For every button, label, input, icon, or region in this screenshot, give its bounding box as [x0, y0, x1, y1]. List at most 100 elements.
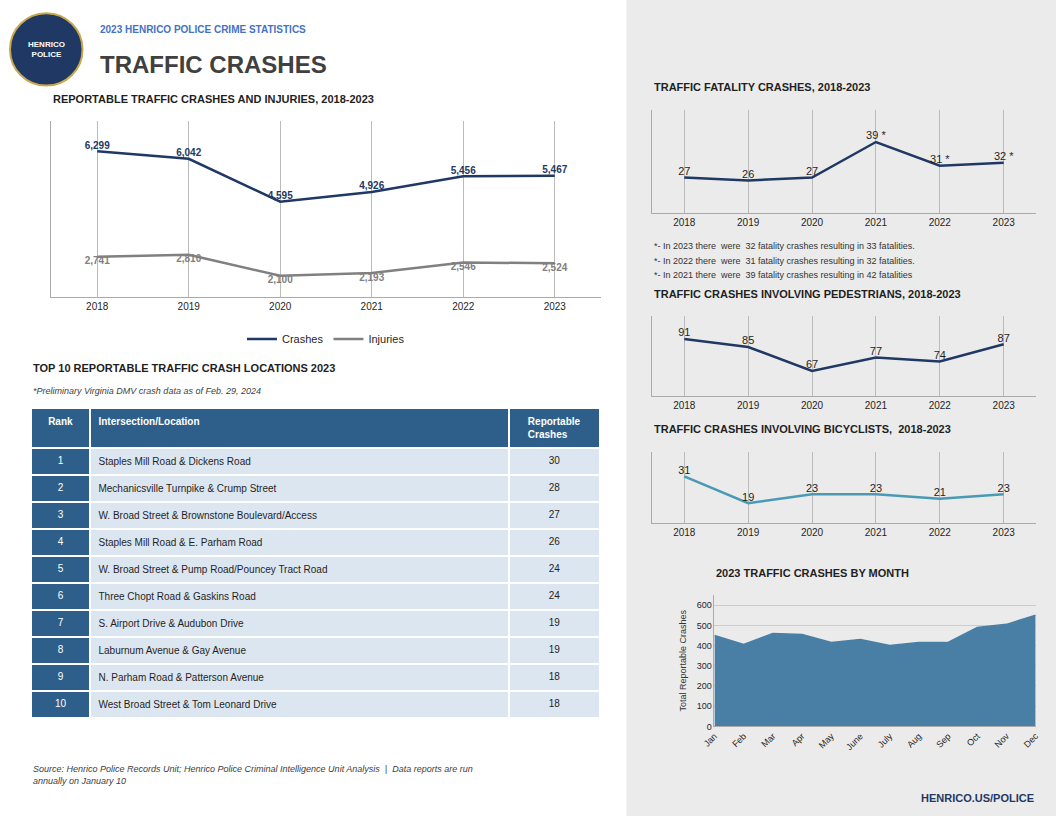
svg-text:2019: 2019 — [737, 217, 760, 228]
svg-text:*- In 2022 there were 31 fat: *- In 2022 there were 31 fatality crashe… — [654, 256, 915, 266]
svg-text:8: 8 — [58, 644, 64, 655]
svg-text:*Preliminary Virginia DMV cras: *Preliminary Virginia DMV crash data as … — [33, 386, 261, 396]
svg-text:2023: 2023 — [993, 217, 1016, 228]
svg-text:2022: 2022 — [452, 301, 475, 312]
svg-text:2020: 2020 — [801, 400, 824, 411]
svg-text:Feb: Feb — [730, 731, 748, 749]
svg-text:Staples Mill Road & Dickens Ro: Staples Mill Road & Dickens Road — [98, 456, 250, 467]
svg-text:2023 TRAFFIC CRASHES BY MONTH: 2023 TRAFFIC CRASHES BY MONTH — [716, 567, 909, 579]
svg-text:Mar: Mar — [759, 731, 777, 749]
svg-text:2019: 2019 — [737, 527, 760, 538]
svg-text:W. Broad Street & Brownstone B: W. Broad Street & Brownstone Boulevard/A… — [98, 510, 316, 521]
svg-text:2,524: 2,524 — [542, 262, 567, 273]
svg-text:2,193: 2,193 — [359, 272, 384, 283]
svg-text:S. Airport Drive & Audubon Dri: S. Airport Drive & Audubon Drive — [98, 618, 244, 629]
svg-text:TRAFFIC CRASHES: TRAFFIC CRASHES — [100, 51, 327, 78]
svg-text:26: 26 — [742, 168, 754, 180]
svg-text:67: 67 — [806, 358, 818, 370]
svg-text:10: 10 — [55, 698, 67, 709]
svg-text:2021: 2021 — [865, 217, 888, 228]
svg-text:TRAFFIC CRASHES INVOLVING BICY: TRAFFIC CRASHES INVOLVING BICYCLISTS, 20… — [654, 423, 951, 435]
svg-text:Total Reportable Crashes: Total Reportable Crashes — [678, 609, 688, 711]
svg-text:2022: 2022 — [929, 217, 952, 228]
svg-text:TOP 10 REPORTABLE TRAFFIC CRAS: TOP 10 REPORTABLE TRAFFIC CRASH LOCATION… — [33, 362, 335, 374]
svg-text:1: 1 — [58, 455, 64, 466]
svg-text:26: 26 — [549, 536, 561, 547]
svg-text:Source: Henrico Police Records: Source: Henrico Police Records Unit; Hen… — [33, 764, 473, 786]
svg-text:5,456: 5,456 — [451, 165, 476, 176]
svg-text:2023 HENRICO POLICE CRIME STAT: 2023 HENRICO POLICE CRIME STATISTICS — [100, 24, 306, 35]
svg-text:W. Broad Street & Pump Road/Po: W. Broad Street & Pump Road/Pouncey Trac… — [98, 564, 327, 575]
svg-text:9: 9 — [58, 671, 64, 682]
svg-text:2018: 2018 — [86, 301, 109, 312]
svg-text:32 *: 32 * — [994, 150, 1014, 162]
svg-text:2021: 2021 — [865, 400, 888, 411]
svg-text:Staples Mill Road & E. Parham: Staples Mill Road & E. Parham Road — [98, 537, 262, 548]
svg-text:6,042: 6,042 — [176, 147, 201, 158]
svg-text:2,100: 2,100 — [268, 274, 293, 285]
svg-text:REPORTABLE TRAFFIC CRASHES AND: REPORTABLE TRAFFIC CRASHES AND INJURIES,… — [53, 93, 374, 105]
svg-text:21: 21 — [934, 486, 946, 498]
svg-text:Nov: Nov — [993, 731, 1012, 750]
svg-text:4,595: 4,595 — [268, 190, 293, 201]
svg-text:2019: 2019 — [737, 400, 760, 411]
svg-text:*- In 2023 there were 32 fat: *- In 2023 there were 32 fatality crashe… — [654, 241, 915, 251]
svg-text:31: 31 — [678, 464, 690, 476]
svg-text:23: 23 — [806, 482, 818, 494]
svg-text:June: June — [844, 731, 865, 752]
svg-text:Dec: Dec — [1022, 731, 1041, 750]
svg-text:2018: 2018 — [673, 217, 696, 228]
svg-text:Intersection/Location: Intersection/Location — [98, 416, 199, 427]
svg-text:2022: 2022 — [929, 400, 952, 411]
svg-text:2021: 2021 — [865, 527, 888, 538]
svg-text:Sep: Sep — [934, 731, 952, 749]
svg-text:77: 77 — [870, 345, 882, 357]
svg-text:500: 500 — [697, 621, 712, 631]
svg-text:400: 400 — [697, 641, 712, 651]
svg-text:600: 600 — [697, 600, 712, 610]
svg-text:23: 23 — [870, 482, 882, 494]
svg-text:28: 28 — [549, 482, 561, 493]
svg-text:18: 18 — [549, 698, 561, 709]
svg-text:2019: 2019 — [178, 301, 201, 312]
svg-text:39 *: 39 * — [866, 129, 886, 141]
svg-text:Apr: Apr — [790, 731, 807, 748]
svg-text:HENRICOPOLICE: HENRICOPOLICE — [28, 40, 65, 59]
svg-text:2: 2 — [58, 482, 64, 493]
svg-text:6: 6 — [58, 590, 64, 601]
svg-text:200: 200 — [697, 681, 712, 691]
svg-text:Laburnum Avenue & Gay Avenue: Laburnum Avenue & Gay Avenue — [98, 645, 246, 656]
svg-text:5: 5 — [58, 563, 64, 574]
svg-text:31 *: 31 * — [930, 153, 950, 165]
svg-text:Three Chopt Road & Gaskins Roa: Three Chopt Road & Gaskins Road — [98, 591, 255, 602]
svg-text:2020: 2020 — [801, 527, 824, 538]
svg-text:24: 24 — [549, 590, 561, 601]
svg-text:Aug: Aug — [905, 731, 923, 749]
svg-text:2023: 2023 — [993, 400, 1016, 411]
svg-text:West Broad Street & Tom Leonar: West Broad Street & Tom Leonard Drive — [98, 699, 276, 710]
svg-text:7: 7 — [58, 617, 64, 628]
svg-text:5,467: 5,467 — [542, 164, 567, 175]
svg-text:100: 100 — [697, 701, 712, 711]
svg-text:24: 24 — [549, 563, 561, 574]
svg-text:19: 19 — [549, 617, 561, 628]
svg-text:2,741: 2,741 — [85, 255, 110, 266]
svg-text:19: 19 — [742, 491, 754, 503]
svg-text:Jan: Jan — [702, 731, 719, 748]
svg-text:2023: 2023 — [544, 301, 567, 312]
svg-text:May: May — [817, 731, 836, 750]
svg-text:2020: 2020 — [801, 217, 824, 228]
svg-text:Crashes: Crashes — [282, 333, 323, 345]
svg-text:HENRICO.US/POLICE: HENRICO.US/POLICE — [921, 792, 1034, 804]
svg-text:2022: 2022 — [929, 527, 952, 538]
svg-text:N. Parham Road & Patterson Ave: N. Parham Road & Patterson Avenue — [98, 672, 264, 683]
svg-text:2018: 2018 — [673, 527, 696, 538]
svg-text:Mechanicsville Turnpike & Crum: Mechanicsville Turnpike & Crump Street — [98, 483, 276, 494]
svg-text:85: 85 — [742, 334, 754, 346]
svg-text:0: 0 — [707, 722, 712, 732]
svg-text:74: 74 — [934, 349, 946, 361]
svg-text:2,546: 2,546 — [451, 261, 476, 272]
svg-text:19: 19 — [549, 644, 561, 655]
svg-text:23: 23 — [998, 482, 1010, 494]
svg-text:Oct: Oct — [965, 731, 982, 748]
